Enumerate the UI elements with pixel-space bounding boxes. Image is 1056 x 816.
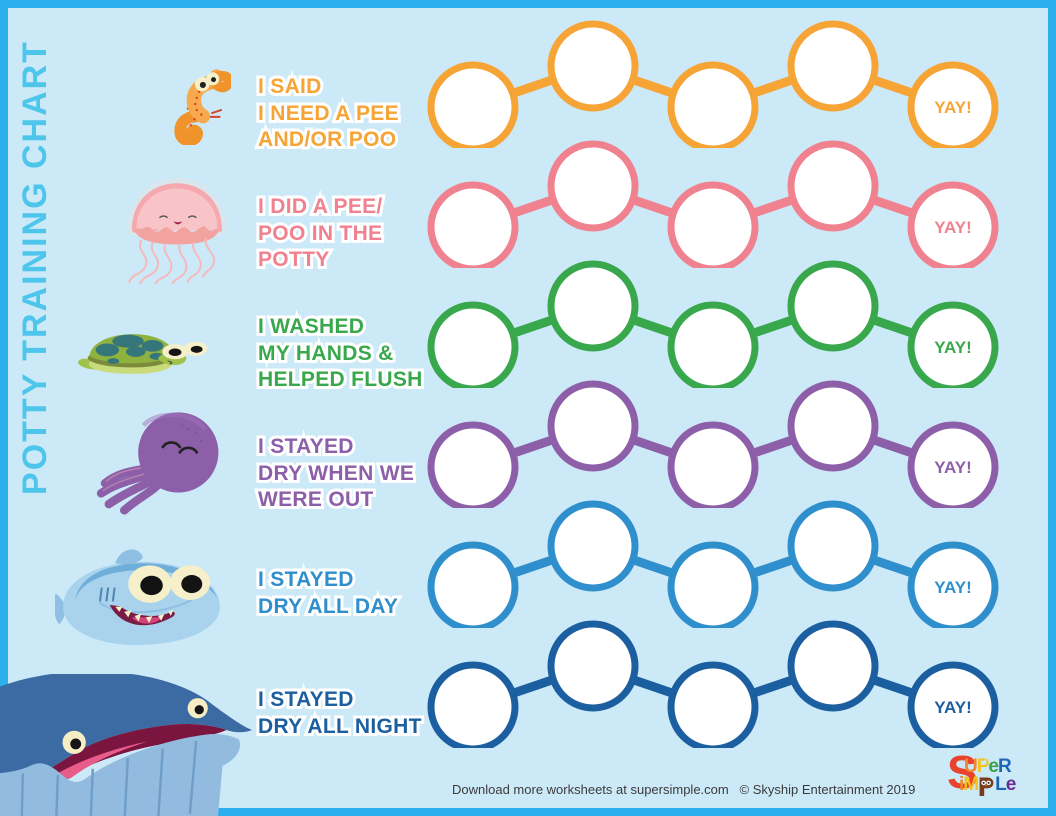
svg-text:YAY!: YAY! [934, 98, 972, 117]
svg-text:YAY!: YAY! [934, 698, 972, 717]
svg-text:YAY!: YAY! [934, 578, 972, 597]
svg-text:YAY!: YAY! [934, 218, 972, 237]
svg-text:YAY!: YAY! [934, 338, 972, 357]
svg-text:YAY!: YAY! [934, 458, 972, 477]
